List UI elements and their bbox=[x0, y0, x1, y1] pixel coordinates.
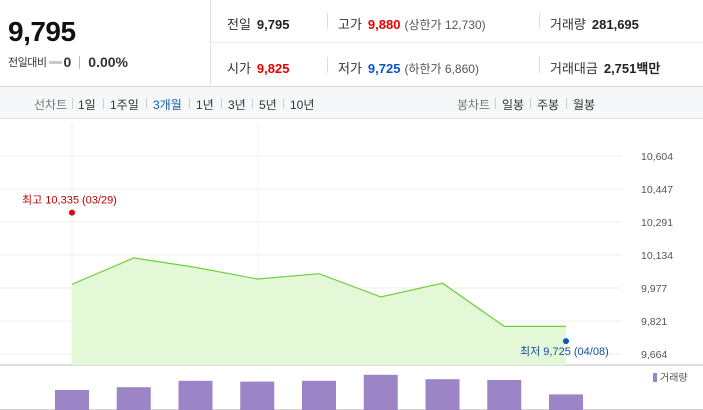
stat-value: 9,725 bbox=[367, 61, 401, 76]
divider bbox=[146, 98, 147, 109]
volume-bar bbox=[55, 390, 89, 410]
stat-label: 저가 bbox=[338, 61, 362, 76]
y-tick-label: 10,447 bbox=[641, 184, 673, 196]
candle-tab-monthly[interactable]: 월봉 bbox=[573, 98, 596, 112]
period-tab-1y[interactable]: 1년 bbox=[196, 98, 214, 112]
volume-bar bbox=[302, 380, 336, 410]
lower-limit: (하한가 6,860) bbox=[404, 62, 479, 76]
price-chart: 10,604 10,447 10,291 10,134 9,977 9,821 9,664 … bbox=[0, 120, 703, 410]
volume-bar bbox=[363, 374, 398, 410]
period-tab-1d[interactable]: 1일 bbox=[78, 98, 96, 112]
stat-open: 시가 9,825 bbox=[227, 58, 289, 77]
divider bbox=[539, 57, 540, 73]
y-tick-label: 10,291 bbox=[641, 217, 673, 229]
current-price: 9,795 bbox=[8, 16, 76, 47]
stat-trade-value: 거래대금 2,751백만 bbox=[550, 58, 660, 77]
y-tick-label: 10,604 bbox=[641, 151, 673, 163]
volume-legend-label: 거래량 bbox=[660, 372, 688, 384]
upper-limit: (상한가 12,730) bbox=[404, 18, 486, 32]
quote-summary: 9,795 전일대비 0 0.00% 전일 9,795 고가 9,880 (상한가 1… bbox=[0, 0, 703, 87]
volume-bar bbox=[425, 379, 460, 410]
candle-chart-label: 봉차트 bbox=[457, 98, 491, 112]
price-area bbox=[72, 257, 566, 365]
stat-high: 고가 9,880 (상한가 12,730) bbox=[338, 14, 486, 33]
period-tab-10y[interactable]: 10년 bbox=[290, 98, 315, 112]
divider bbox=[283, 98, 284, 109]
stat-label: 고가 bbox=[338, 17, 362, 32]
volume-bar bbox=[178, 380, 213, 410]
period-tab-3y[interactable]: 3년 bbox=[228, 98, 246, 112]
stat-label: 거래량 bbox=[550, 17, 586, 32]
divider bbox=[103, 98, 104, 109]
stats-panel: 전일 9,795 고가 9,880 (상한가 12,730) 거래량 281,695 시… bbox=[211, 0, 703, 87]
volume-bar bbox=[116, 387, 151, 410]
stat-value: 9,825 bbox=[256, 61, 290, 76]
divider bbox=[72, 98, 73, 109]
stat-volume: 거래량 281,695 bbox=[550, 14, 639, 33]
price-chart-svg: 10,60410,44710,29110,1349,9779,8219,664 … bbox=[0, 124, 703, 410]
period-tab-1w[interactable]: 1주일 bbox=[110, 98, 139, 112]
divider bbox=[79, 55, 81, 69]
stat-label: 거래대금 bbox=[550, 61, 598, 76]
period-tab-3m[interactable]: 3개월 bbox=[153, 98, 182, 112]
y-tick-label: 9,664 bbox=[641, 349, 667, 361]
divider bbox=[530, 98, 531, 109]
volume-bar bbox=[549, 394, 583, 410]
stat-value: 9,795 bbox=[256, 17, 290, 32]
stat-label: 전일 bbox=[227, 17, 251, 32]
change-value: 0 bbox=[63, 54, 72, 70]
stats-row-1: 전일 9,795 고가 9,880 (상한가 12,730) 거래량 281,695 bbox=[211, 0, 703, 43]
period-toolbar: 선차트 1일 1주일 3개월 1년 3년 5년 10년 봉차트 일봉 주봉 월봉 bbox=[0, 87, 703, 119]
y-tick-label: 9,977 bbox=[641, 283, 667, 295]
volume-bar bbox=[487, 380, 522, 410]
volume-legend-swatch bbox=[653, 373, 657, 382]
candle-tab-weekly[interactable]: 주봉 bbox=[537, 98, 560, 112]
divider bbox=[566, 98, 567, 109]
divider bbox=[252, 98, 253, 109]
stat-unit: 백만 bbox=[636, 61, 661, 76]
divider bbox=[221, 98, 222, 109]
stat-value: 281,695 bbox=[591, 17, 639, 32]
flat-change-icon bbox=[49, 60, 63, 64]
y-tick-label: 10,134 bbox=[641, 250, 673, 262]
stat-value: 9,880 bbox=[367, 17, 401, 32]
change-row: 전일대비 0 0.00% bbox=[8, 54, 128, 70]
stat-low: 저가 9,725 (하한가 6,860) bbox=[338, 58, 479, 77]
divider bbox=[495, 98, 496, 109]
candle-tab-daily[interactable]: 일봉 bbox=[502, 98, 525, 112]
divider bbox=[327, 57, 328, 73]
divider bbox=[189, 98, 190, 109]
period-tab-5y[interactable]: 5년 bbox=[259, 98, 277, 112]
stat-prev-close: 전일 9,795 bbox=[227, 14, 289, 33]
line-chart-label: 선차트 bbox=[34, 98, 68, 112]
high-marker-dot bbox=[69, 209, 75, 216]
y-tick-label: 9,821 bbox=[641, 316, 667, 328]
low-marker-dot bbox=[563, 338, 569, 345]
price-box: 9,795 전일대비 0 0.00% bbox=[0, 0, 211, 87]
high-marker-label: 최고 10,335 (03/29) bbox=[22, 194, 117, 207]
stat-label: 시가 bbox=[227, 61, 251, 76]
stats-row-2: 시가 9,825 저가 9,725 (하한가 6,860) 거래대금 2,751백만 bbox=[211, 44, 703, 87]
divider bbox=[327, 13, 328, 29]
divider bbox=[539, 13, 540, 29]
stat-value: 2,751 bbox=[603, 61, 637, 76]
change-label: 전일대비 bbox=[8, 57, 47, 69]
low-marker-label: 최저 9,725 (04/08) bbox=[520, 345, 609, 358]
volume-bar bbox=[240, 381, 275, 410]
price-line bbox=[71, 257, 566, 327]
change-rate: 0.00% bbox=[88, 54, 128, 70]
